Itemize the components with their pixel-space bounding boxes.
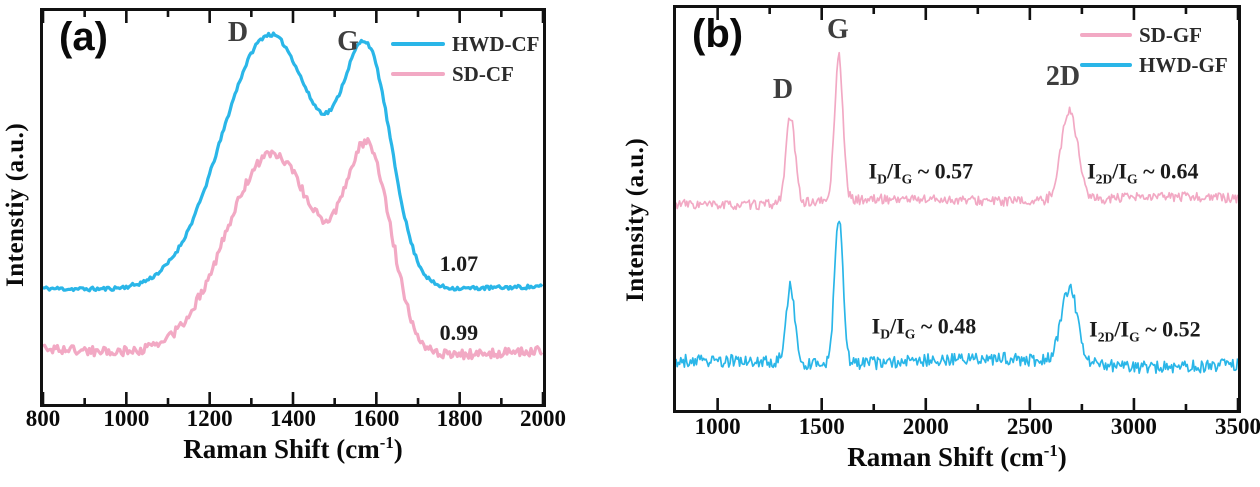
legend-label: HWD-GF	[1139, 52, 1228, 77]
annotation-text: 0.99	[439, 319, 479, 345]
annotation-subscript: 2D	[1095, 171, 1113, 187]
annotation-text: /I	[890, 312, 905, 338]
legend-label: SD-CF	[452, 61, 514, 86]
x-tick-label-2000: 2000	[520, 406, 566, 431]
panel-label-b: (b)	[692, 12, 744, 56]
x-tick-label-1000: 1000	[694, 414, 741, 439]
legend-b: SD-GF HWD-GF	[1080, 20, 1228, 80]
x-tick-label-3000: 3000	[1110, 414, 1157, 439]
x-axis-title-close-a: )	[393, 434, 403, 464]
ratio-annotation: ID/IG ~ 0.48	[872, 313, 977, 342]
peak-label-G: G	[827, 14, 849, 46]
y-axis-label-a: Intenstiy (a.u.)	[2, 122, 29, 288]
annotation-text: I	[1087, 158, 1096, 184]
annotation-subscript: 2D	[1097, 329, 1115, 345]
annotation-text: ~ 0.64	[1137, 158, 1199, 184]
legend-line-sample	[391, 42, 445, 46]
x-axis-title-close-b: )	[1057, 442, 1067, 472]
raman-spectra-canvas-a	[43, 11, 543, 404]
annotation-text: /I	[1112, 158, 1127, 184]
x-axis-title-b: Raman Shift (cm-1)	[673, 441, 1241, 473]
series-curve-HWD-GF	[676, 220, 1238, 374]
x-tick-label-1400: 1400	[270, 406, 316, 431]
legend-a: HWD-CF SD-CF	[391, 29, 540, 89]
legend-label: HWD-CF	[452, 31, 540, 56]
legend-entry-HWD-CF: HWD-CF	[391, 29, 540, 59]
x-tick-label-2500: 2500	[1006, 414, 1053, 439]
annotation-subscript: D	[877, 171, 887, 187]
series-curve-SD-GF	[676, 51, 1238, 211]
annotation-subscript: G	[1129, 329, 1140, 345]
annotation-text: ~ 0.57	[912, 158, 974, 184]
x-tick-label-1000: 1000	[103, 406, 150, 431]
x-axis-tick-labels-b: 1000 1500 2000 2500 3000 3500	[673, 414, 1260, 442]
panel-label-a: (a)	[59, 15, 108, 59]
x-tick-label-3500: 3500	[1215, 414, 1260, 439]
annotation-subscript: G	[1126, 171, 1138, 187]
x-tick-label-1600: 1600	[353, 406, 400, 431]
legend-line-sample	[1080, 63, 1132, 67]
annotation-subscript: G	[904, 326, 916, 342]
peak-label-D: D	[772, 74, 794, 106]
annotation-text: 1.07	[439, 251, 479, 277]
x-axis-title-a: Raman Shift (cm-1)	[40, 433, 546, 465]
x-axis-title-text-a: Raman Shift (cm	[183, 434, 380, 464]
annotation-text: /I	[1114, 316, 1130, 342]
x-tick-label-1500: 1500	[798, 414, 845, 439]
annotation-text: I	[868, 158, 878, 184]
x-tick-label-2000: 2000	[902, 414, 949, 439]
peak-label-D: D	[227, 16, 249, 48]
ratio-annotation: 1.07	[440, 251, 479, 277]
annotation-text: ~ 0.52	[1139, 316, 1201, 342]
series-curve-HWD-CF	[43, 31, 543, 293]
annotation-subscript: D	[880, 326, 891, 342]
x-tick-label-800: 800	[25, 406, 61, 431]
legend-entry-SD-CF: SD-CF	[391, 59, 540, 89]
ratio-annotation: ID/IG ~ 0.57	[869, 158, 974, 187]
x-axis-tick-labels-a: 800 1000 1200 1400 1600 1800 2000	[26, 406, 566, 434]
x-tick-label-1200: 1200	[186, 406, 233, 431]
raman-spectra-canvas-b	[676, 8, 1238, 410]
legend-entry-HWD-GF: HWD-GF	[1080, 50, 1228, 80]
peak-label-2D: 2D	[1045, 61, 1081, 93]
x-axis-title-sup-b: -1	[1043, 441, 1058, 460]
y-axis-label-b: Intensity (a.u.)	[622, 137, 649, 303]
annotation-text: ~ 0.48	[915, 312, 977, 338]
legend-label: SD-GF	[1139, 22, 1202, 47]
legend-line-sample	[391, 72, 445, 76]
legend-entry-SD-GF: SD-GF	[1080, 20, 1228, 50]
annotation-subscript: G	[901, 171, 913, 187]
peak-label-G: G	[337, 25, 359, 57]
annotation-text: I	[871, 312, 881, 338]
legend-line-sample	[1080, 33, 1132, 37]
annotation-text: /I	[886, 158, 902, 184]
ratio-annotation: I2D/IG ~ 0.64	[1087, 158, 1198, 187]
x-axis-title-text-b: Raman Shift (cm	[847, 442, 1044, 472]
ratio-annotation: I2D/IG ~ 0.52	[1089, 316, 1200, 345]
plot-area-b: (b) SD-GF HWD-GF D G 2D ID/IG ~ 0.57 I2D/IG ~…	[673, 5, 1241, 413]
ratio-annotation: 0.99	[440, 320, 479, 346]
annotation-text: I	[1089, 316, 1098, 342]
x-tick-label-1800: 1800	[436, 406, 483, 431]
x-axis-title-sup-a: -1	[379, 433, 394, 452]
plot-area-a: (a) HWD-CF SD-CF D G 1.07 0.99	[40, 8, 546, 407]
series-curve-SD-CF	[43, 137, 543, 361]
